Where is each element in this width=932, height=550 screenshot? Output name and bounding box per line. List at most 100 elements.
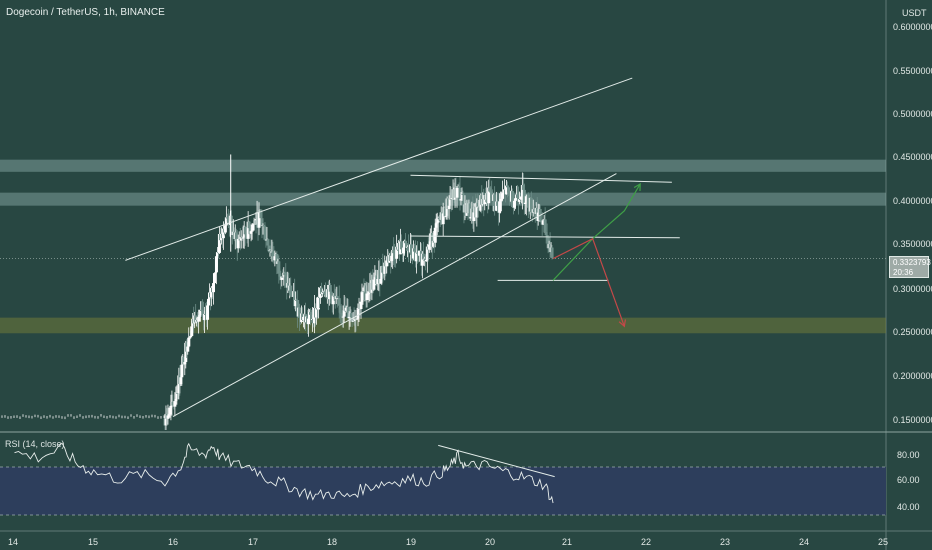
time-tick-label: 25 — [878, 537, 889, 547]
time-tick-label: 15 — [88, 537, 99, 547]
candle-body — [523, 202, 527, 205]
candle-body — [550, 247, 554, 258]
candle-body — [182, 357, 186, 365]
candle-body — [502, 192, 506, 194]
candle-body — [501, 193, 505, 199]
price-tick-label: 0.1500000 — [893, 415, 932, 425]
candle-body — [403, 240, 407, 248]
candle-body — [364, 285, 368, 301]
candle-body — [460, 193, 464, 200]
rsi-divergence-line — [438, 444, 555, 478]
candle-body — [212, 273, 216, 284]
candle-body — [515, 194, 519, 198]
scenario_up-arrowhead — [633, 182, 641, 191]
candle-body — [221, 228, 225, 239]
candle-body — [217, 233, 221, 253]
candle-body — [538, 209, 542, 221]
candle-body — [498, 201, 502, 213]
candle-body — [241, 237, 245, 239]
candle-body — [281, 276, 285, 278]
candle-body — [379, 278, 383, 284]
candle-body — [496, 201, 500, 206]
candle-body — [173, 401, 177, 407]
candle-body — [309, 312, 313, 315]
candle-body — [167, 414, 171, 416]
candle-body — [457, 186, 461, 188]
candle-body — [519, 196, 523, 200]
candle-body — [259, 209, 263, 219]
candle-body — [349, 313, 353, 318]
candle-body — [289, 285, 293, 296]
candle-body — [437, 217, 441, 220]
candle-body — [544, 231, 548, 235]
candle-body — [366, 293, 370, 295]
candle-body — [252, 223, 256, 225]
candle-body — [539, 220, 543, 223]
candle-body — [392, 249, 396, 254]
horizontal_line — [410, 174, 672, 183]
time-tick-label: 14 — [8, 537, 19, 547]
candle-body — [340, 313, 344, 317]
candle-body — [263, 226, 267, 240]
support-zone — [0, 317, 886, 334]
candle-body — [367, 292, 371, 294]
candle-body — [285, 276, 289, 288]
candle-body — [373, 277, 377, 280]
candle-body — [223, 225, 227, 233]
candle-body — [168, 407, 172, 415]
candle-body — [323, 291, 327, 296]
rsi-line — [14, 442, 554, 504]
candle-body — [510, 191, 514, 208]
candle-body — [211, 283, 215, 293]
candle-body — [224, 217, 228, 226]
candle-body — [329, 291, 333, 295]
candle-body — [176, 392, 180, 394]
candle-body — [331, 295, 335, 305]
candle-body — [425, 246, 429, 260]
candle-body — [171, 401, 175, 406]
candle-body — [207, 298, 211, 306]
rsi-indicator-label[interactable]: RSI (14, close) — [5, 439, 65, 449]
candle-body — [394, 258, 398, 260]
candle-body — [411, 248, 415, 259]
price-tick-label: 0.3500000 — [893, 239, 932, 249]
candle-body — [335, 296, 339, 299]
candle-body — [402, 247, 406, 254]
candle-body — [543, 219, 547, 232]
candle-body — [308, 312, 312, 319]
candle-body — [507, 187, 511, 193]
candle-body — [203, 313, 207, 321]
time-tick-label: 21 — [562, 537, 573, 547]
candle-body — [506, 185, 510, 188]
candle-body — [260, 218, 264, 226]
candle-body — [405, 243, 409, 248]
ascending_channel_lower — [172, 173, 617, 418]
candle-body — [404, 240, 408, 244]
candle-body — [353, 318, 357, 321]
candle-body — [415, 252, 419, 254]
candle-body — [347, 316, 351, 319]
candle-body — [197, 316, 201, 322]
candle-body — [462, 194, 466, 213]
time-tick-label: 19 — [406, 537, 417, 547]
rsi-tick-label: 40.00 — [897, 502, 920, 512]
candle-body — [234, 232, 238, 240]
candle-body — [174, 398, 178, 402]
candle-body — [328, 285, 332, 292]
candle-body — [236, 238, 240, 249]
candle-body — [469, 216, 473, 219]
resistance-zone — [0, 159, 886, 172]
candle-body — [428, 241, 432, 245]
candle-body — [541, 220, 545, 225]
candle-body — [247, 221, 251, 229]
candle-body — [436, 217, 440, 223]
candle-body — [301, 313, 305, 320]
candle-body — [321, 292, 325, 294]
candle-body — [427, 244, 431, 250]
candle-body — [355, 318, 359, 320]
candle-body — [226, 218, 230, 222]
candle-body — [314, 308, 318, 318]
current-price-value: 0.3323793 — [893, 258, 931, 267]
